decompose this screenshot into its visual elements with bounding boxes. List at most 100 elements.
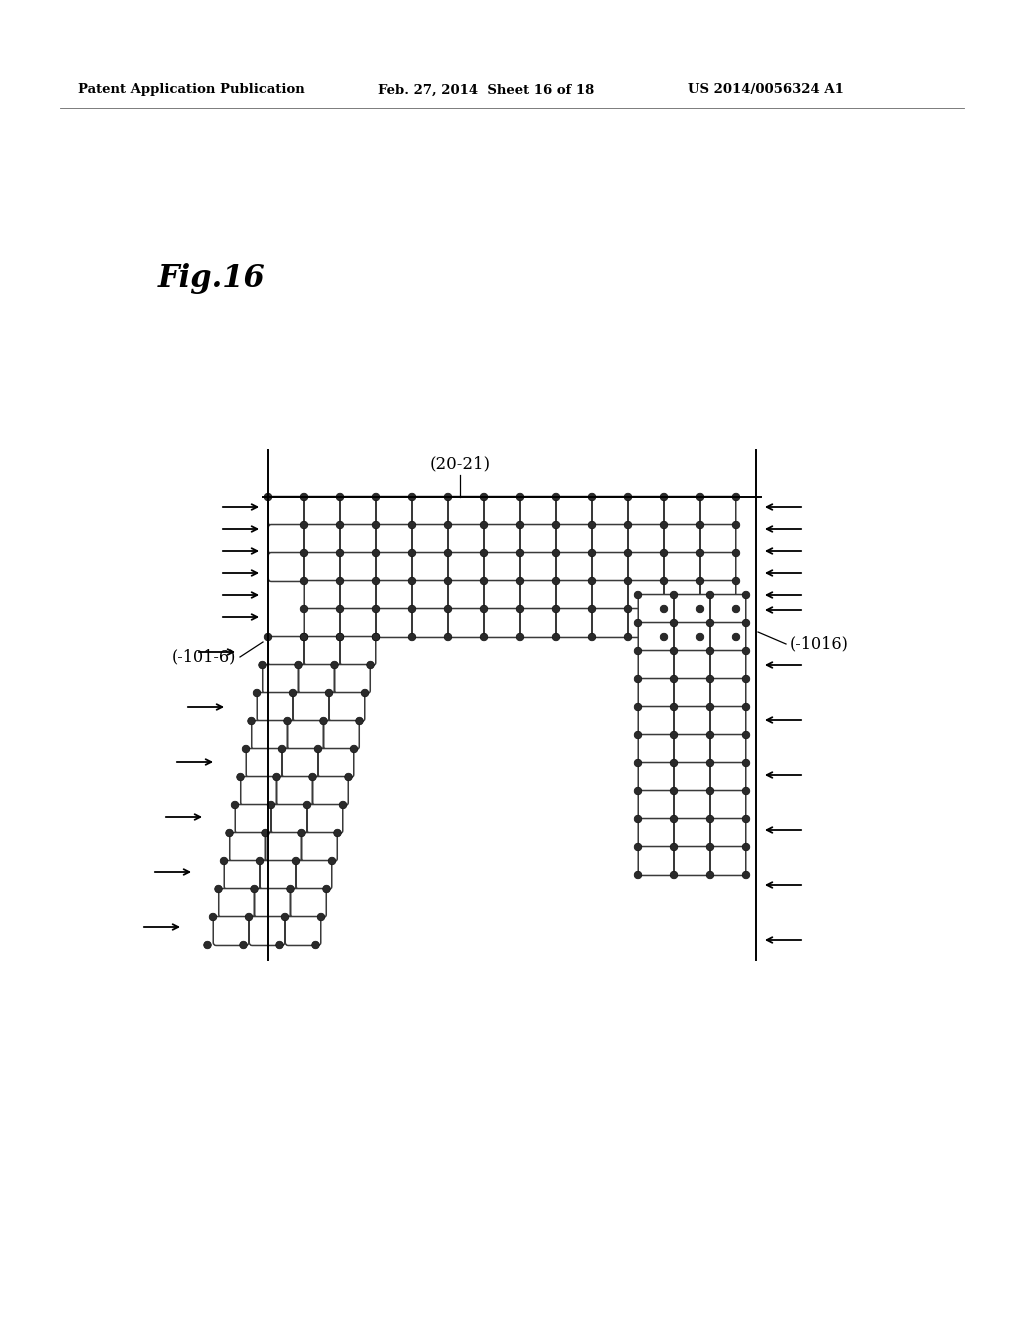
FancyBboxPatch shape [711,791,745,820]
FancyBboxPatch shape [592,609,628,638]
FancyBboxPatch shape [629,524,664,553]
Circle shape [409,494,416,500]
Circle shape [300,634,308,640]
Circle shape [372,521,380,529]
Circle shape [670,787,678,795]
FancyBboxPatch shape [229,833,265,862]
Circle shape [696,494,703,500]
Circle shape [308,774,316,781]
FancyBboxPatch shape [288,721,324,750]
FancyBboxPatch shape [302,833,337,862]
Circle shape [634,843,642,851]
Circle shape [516,521,524,529]
Circle shape [670,647,678,655]
Text: (-101-6): (-101-6) [172,648,236,665]
Circle shape [625,577,632,585]
Circle shape [336,549,344,557]
Circle shape [634,787,642,795]
FancyBboxPatch shape [638,763,674,792]
Circle shape [220,857,227,865]
FancyBboxPatch shape [449,581,483,610]
Circle shape [552,605,560,612]
Circle shape [289,689,297,697]
FancyBboxPatch shape [629,581,664,610]
Circle shape [300,577,308,585]
FancyBboxPatch shape [340,609,376,638]
Circle shape [660,494,668,500]
FancyBboxPatch shape [520,581,556,610]
Circle shape [444,521,452,529]
FancyBboxPatch shape [286,916,321,945]
Circle shape [707,816,714,822]
Circle shape [319,717,328,725]
FancyBboxPatch shape [268,524,304,553]
Circle shape [248,717,255,725]
FancyBboxPatch shape [241,776,276,805]
Circle shape [742,591,750,599]
FancyBboxPatch shape [304,581,340,610]
FancyBboxPatch shape [674,791,710,820]
FancyBboxPatch shape [312,776,348,805]
Circle shape [336,634,344,640]
FancyBboxPatch shape [665,553,699,582]
Circle shape [707,619,714,627]
FancyBboxPatch shape [700,553,736,582]
Circle shape [303,801,311,809]
Circle shape [552,494,560,500]
Circle shape [634,816,642,822]
FancyBboxPatch shape [484,496,520,525]
FancyBboxPatch shape [711,734,745,763]
FancyBboxPatch shape [638,818,674,847]
Circle shape [707,871,714,879]
Circle shape [300,521,308,529]
Circle shape [707,591,714,599]
Circle shape [670,759,678,767]
Circle shape [444,577,452,585]
Circle shape [670,619,678,627]
Circle shape [707,843,714,851]
FancyBboxPatch shape [449,496,483,525]
Circle shape [742,816,750,822]
Circle shape [323,886,331,892]
Circle shape [264,634,271,640]
FancyBboxPatch shape [413,609,447,638]
FancyBboxPatch shape [413,581,447,610]
Circle shape [275,941,284,949]
FancyBboxPatch shape [638,791,674,820]
FancyBboxPatch shape [484,581,520,610]
FancyBboxPatch shape [340,636,376,665]
FancyBboxPatch shape [340,496,376,525]
Circle shape [245,913,253,921]
FancyBboxPatch shape [520,553,556,582]
FancyBboxPatch shape [592,496,628,525]
Circle shape [209,913,217,921]
FancyBboxPatch shape [484,524,520,553]
Circle shape [272,774,281,781]
FancyBboxPatch shape [674,623,710,652]
FancyBboxPatch shape [335,664,371,693]
Circle shape [732,494,739,500]
Circle shape [588,634,596,640]
FancyBboxPatch shape [556,496,592,525]
Circle shape [634,619,642,627]
FancyBboxPatch shape [304,496,340,525]
Circle shape [516,549,524,557]
FancyBboxPatch shape [638,678,674,708]
FancyBboxPatch shape [674,594,710,623]
FancyBboxPatch shape [255,888,290,917]
FancyBboxPatch shape [304,553,340,582]
Circle shape [732,521,739,529]
Circle shape [259,661,266,669]
Text: Fig.16: Fig.16 [158,263,266,293]
FancyBboxPatch shape [318,748,353,777]
Circle shape [634,871,642,879]
FancyBboxPatch shape [629,609,664,638]
FancyBboxPatch shape [638,651,674,680]
Circle shape [588,494,596,500]
Circle shape [742,787,750,795]
Circle shape [336,605,344,612]
FancyBboxPatch shape [711,706,745,735]
FancyBboxPatch shape [484,553,520,582]
FancyBboxPatch shape [674,706,710,735]
Circle shape [367,661,375,669]
